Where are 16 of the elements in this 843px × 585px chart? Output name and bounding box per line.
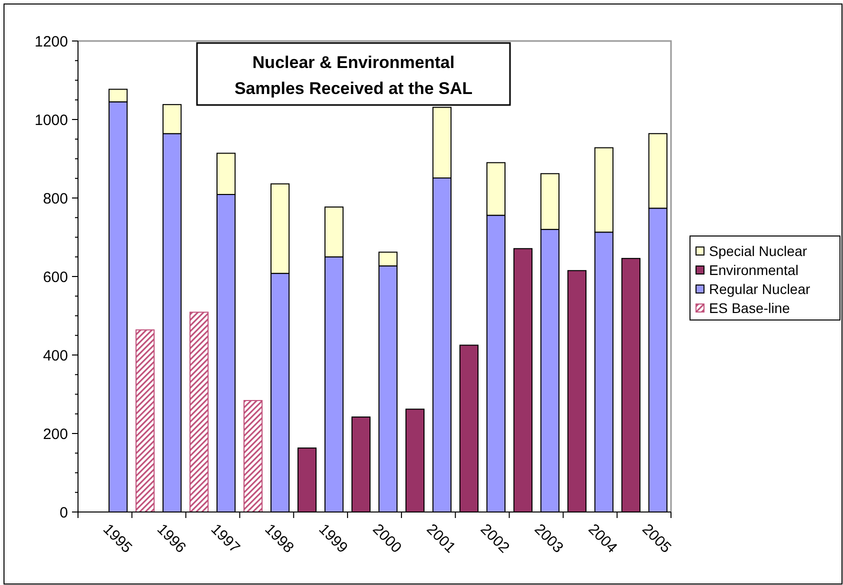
y-tick-label: 400: [42, 347, 68, 364]
y-tick-label: 0: [60, 504, 68, 522]
bar: [190, 312, 209, 512]
legend-label: Environmental: [709, 262, 798, 278]
text: Nuclear & Environmental Samples Received at the SAL: [234, 53, 473, 98]
y-tick-label: 600: [42, 268, 68, 286]
y-tick-label: 1000: [34, 112, 68, 129]
y-tick-label: 200: [42, 426, 68, 443]
bar: [243, 400, 263, 512]
legend-label: Special Nuclear: [709, 242, 808, 259]
legend-label: Regular Nuclear: [709, 280, 810, 297]
legend-label: ES Base-line: [709, 300, 790, 316]
bar: [136, 329, 155, 512]
x-tick-label: 1997: [207, 520, 244, 556]
y-tick-label: 800: [42, 190, 68, 208]
y-tick-label: 1200: [34, 33, 68, 50]
